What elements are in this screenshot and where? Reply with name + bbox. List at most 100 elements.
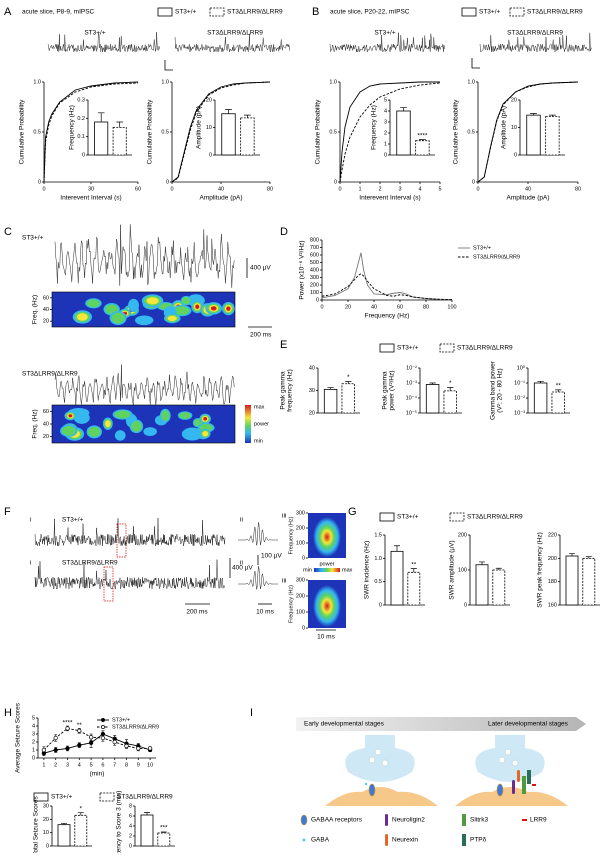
trace: [54, 224, 235, 288]
synapse-early: [325, 735, 438, 806]
x-tick-label: 80: [423, 304, 429, 310]
trace-label: ST3+/+: [84, 30, 106, 37]
bar: [390, 550, 404, 606]
annotation: ****: [417, 132, 428, 139]
y-tick-label: 20: [43, 817, 49, 823]
y-tick-label: 10⁻³: [406, 380, 417, 386]
spectrogram-blob: [146, 297, 159, 305]
bar: [396, 110, 411, 156]
y-tick-label: 10⁻¹: [514, 380, 525, 386]
annotation: *: [449, 380, 452, 387]
highlight-box: [103, 566, 114, 602]
y-tick-label: 160: [548, 602, 557, 608]
y-axis-label: Average Seizure Scores: [15, 702, 22, 773]
error-bar: [61, 822, 67, 825]
legend-swatch: [33, 792, 49, 802]
legend-label: ST3ΔLRR9/ΔLRR9: [112, 724, 159, 730]
spectrogram-blob: [111, 312, 125, 324]
y-axis-label: Latency to Score 3 (min): [116, 791, 123, 853]
y-tick-label: 100: [458, 567, 467, 573]
x-tick-label: 9: [137, 762, 140, 768]
error-bar: [555, 389, 562, 393]
y-axis-label: Freq. (Hz): [32, 295, 39, 324]
y-tick-label: 60: [43, 295, 49, 301]
spectrogram-blob: [128, 298, 139, 313]
legend-label: ST3+/+: [51, 794, 73, 801]
y-tick-label: 1.5: [374, 532, 382, 538]
y-tick-label: 0: [302, 625, 305, 631]
trace: [238, 566, 278, 590]
legend-swatch: [379, 343, 395, 353]
legend-label: Neurexin: [392, 837, 418, 844]
x-tick-label: 60: [397, 304, 403, 310]
panel-label: H: [4, 707, 12, 719]
spectrogram-blob: [87, 299, 100, 308]
y-tick-label: 400: [310, 267, 319, 273]
spectrogram-blob: [76, 313, 88, 321]
y-tick-label: 0: [82, 152, 85, 158]
error-bar: [160, 831, 167, 833]
spectrogram-blob: [210, 306, 217, 311]
x-tick-label: 2: [54, 762, 57, 768]
y-tick-label: 20: [206, 97, 212, 103]
x-tick-label: 0: [170, 186, 173, 192]
y-tick-label: 1.0: [33, 79, 41, 85]
legend-icon: [300, 814, 308, 826]
spectrogram-blob: [173, 306, 190, 316]
y-tick-label: 2: [384, 130, 387, 136]
y-tick-label: 1.0: [329, 79, 337, 85]
y-tick-label: 10⁻²: [406, 365, 417, 371]
error-bar: [585, 556, 592, 559]
y-tick-label: 220: [548, 532, 557, 538]
error-bar: [410, 568, 417, 573]
x-tick-label: 3: [66, 762, 69, 768]
y-tick-label: 5: [32, 715, 35, 721]
marker: [77, 728, 82, 733]
y-tick-label: 0.5: [374, 579, 382, 585]
marker: [147, 746, 153, 751]
y-axis-label: Cumulative Probability: [147, 99, 154, 164]
annotation: **: [411, 561, 417, 568]
error-bar: [429, 382, 436, 385]
legend-swatch: [439, 343, 455, 353]
numeral: iii: [282, 513, 286, 520]
y-tick-label: 10⁻⁴: [406, 394, 418, 401]
series-line: [43, 727, 151, 751]
spectrogram-blob: [203, 417, 208, 421]
scale-label: 200 ms: [186, 609, 208, 616]
y-tick-label: 4: [384, 108, 387, 114]
y-tick-label: 1: [384, 141, 387, 147]
legend-swatch: [99, 792, 115, 802]
x-tick-label: 8: [125, 762, 128, 768]
spectrogram-blob: [167, 315, 177, 322]
trace: [54, 364, 235, 407]
x-tick-label: 40: [218, 186, 224, 192]
spectrogram-blob: [143, 427, 157, 437]
marker: [53, 747, 58, 753]
trace: [47, 32, 160, 53]
spectrogram-blob: [195, 304, 200, 309]
panel-label: G: [348, 506, 357, 518]
x-axis-label: (min): [90, 771, 105, 778]
error-bar: [447, 387, 454, 391]
y-tick-label: 1.0: [374, 556, 382, 562]
y-tick-label: 200: [548, 556, 557, 562]
legend-label: PTPδ: [470, 837, 487, 844]
numeral: i: [30, 560, 31, 567]
bar: [425, 384, 440, 414]
spectrogram-blob: [68, 414, 73, 418]
x-tick-label: 0: [338, 186, 341, 192]
y-tick-label: 700: [310, 245, 319, 251]
y-tick-label: 4: [129, 823, 132, 829]
y-tick-label: 1: [32, 747, 35, 753]
y-tick-label: 0: [464, 602, 467, 608]
y-tick-label: 0: [334, 179, 337, 185]
legend-label: GABA: [311, 837, 330, 844]
y-axis-label: Cumulative Probability: [19, 99, 26, 164]
error-bar: [537, 380, 544, 383]
legend-swatch: [379, 512, 395, 522]
x-tick-label: 0: [476, 186, 479, 192]
y-tick-label: 0: [302, 555, 305, 561]
bar: [545, 116, 560, 156]
